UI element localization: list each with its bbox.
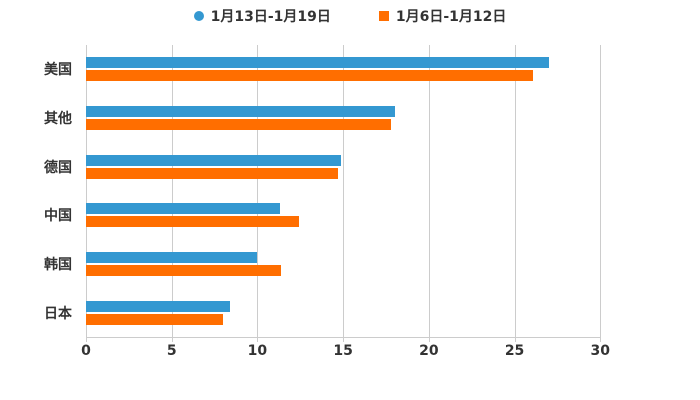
bar-series-0-cat-0[interactable] bbox=[86, 57, 549, 69]
x-axis-tick bbox=[171, 337, 173, 342]
gridline bbox=[171, 45, 173, 337]
category-label: 德国 bbox=[44, 159, 72, 176]
gridline bbox=[514, 45, 516, 337]
y-axis-labels: 美国其他德国中国韩国日本 bbox=[0, 45, 80, 337]
x-axis-tick bbox=[428, 337, 430, 342]
legend-item[interactable]: 1月13日-1月19日 bbox=[193, 6, 331, 26]
bar-series-1-cat-4[interactable] bbox=[86, 265, 282, 277]
bar-series-0-cat-3[interactable] bbox=[86, 203, 280, 215]
legend-item[interactable]: 1月6日-1月12日 bbox=[378, 6, 507, 26]
bar-series-1-cat-2[interactable] bbox=[86, 167, 338, 179]
legend-marker-circle-icon bbox=[193, 11, 204, 21]
bar-group-1 bbox=[86, 94, 686, 143]
x-axis-tick-label: 15 bbox=[333, 343, 353, 359]
x-axis-tick-label: 20 bbox=[419, 343, 439, 359]
legend-item-label: 1月6日-1月12日 bbox=[395, 9, 507, 25]
x-axis-tick-label: 10 bbox=[247, 343, 268, 359]
bar-group-3 bbox=[86, 191, 686, 240]
bar-group-4 bbox=[86, 240, 686, 289]
category-label: 其他 bbox=[44, 111, 72, 127]
legend: 1月13日-1月19日 1月6日-1月12日 bbox=[0, 6, 700, 26]
bar-series-0-cat-5[interactable] bbox=[86, 300, 230, 312]
category-label: 美国 bbox=[44, 62, 72, 79]
gridline bbox=[600, 45, 602, 337]
category-label: 韩国 bbox=[44, 257, 72, 274]
plot-area bbox=[86, 45, 686, 337]
x-axis-tick bbox=[257, 337, 259, 342]
x-axis-tick-label: 0 bbox=[81, 343, 91, 359]
gridline bbox=[343, 45, 345, 337]
x-axis-tick-label: 30 bbox=[590, 343, 611, 359]
category-label: 日本 bbox=[44, 305, 72, 322]
gridline bbox=[257, 45, 259, 337]
x-axis-tick-label: 5 bbox=[166, 343, 177, 359]
gridline bbox=[428, 45, 430, 337]
gridline bbox=[86, 45, 87, 337]
bar-group-0 bbox=[86, 45, 686, 94]
bar-series-0-cat-4[interactable] bbox=[86, 252, 258, 264]
bar-series-0-cat-2[interactable] bbox=[86, 154, 342, 166]
x-axis-tick-label: 25 bbox=[504, 343, 525, 359]
bar-rows bbox=[86, 45, 686, 337]
bar-series-1-cat-1[interactable] bbox=[86, 119, 392, 130]
x-axis-tick bbox=[514, 337, 516, 342]
x-axis-tick bbox=[600, 337, 602, 342]
category-label: 中国 bbox=[44, 208, 72, 225]
legend-item-label: 1月13日-1月19日 bbox=[210, 9, 331, 25]
bar-series-0-cat-1[interactable] bbox=[86, 106, 395, 117]
bar-series-1-cat-0[interactable] bbox=[86, 70, 534, 82]
legend-marker-square-icon bbox=[378, 11, 389, 21]
x-axis-tick bbox=[343, 337, 345, 342]
bar-group-2 bbox=[86, 142, 686, 191]
x-axis-tick bbox=[86, 337, 87, 342]
bar-group-5 bbox=[86, 288, 686, 337]
bar-series-1-cat-3[interactable] bbox=[86, 216, 299, 228]
bar-series-1-cat-5[interactable] bbox=[86, 313, 224, 325]
